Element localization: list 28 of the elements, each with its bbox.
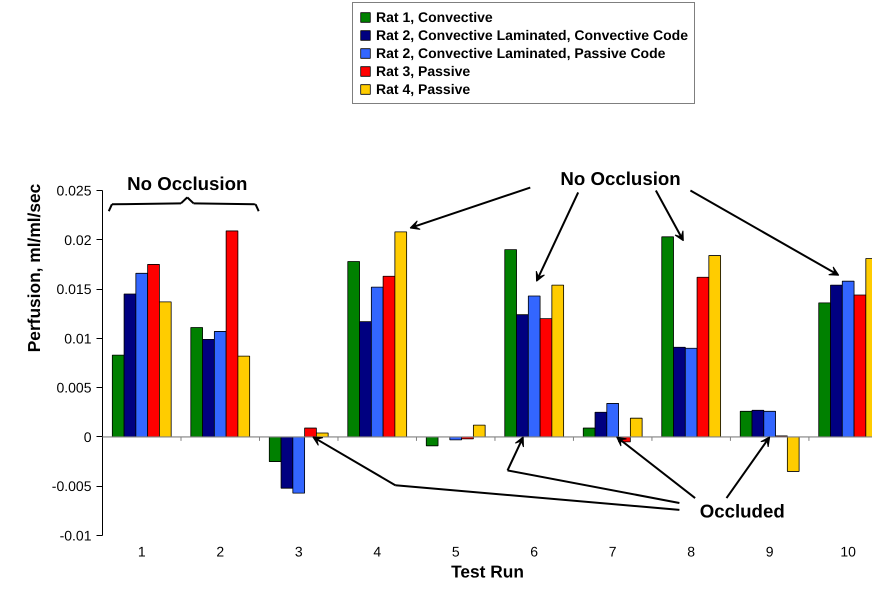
x-tick-label: 5 [452, 544, 460, 560]
y-tick-label: 0.01 [64, 330, 92, 346]
x-tick-label: 7 [608, 544, 617, 560]
legend-label: Rat 4, Passive [376, 81, 470, 97]
text: No Occlusion [560, 168, 681, 190]
x-tick-label: 3 [294, 544, 303, 560]
x-tick-label: 8 [687, 544, 696, 560]
y-axis-title: Perfusion, ml/ml/sec [24, 183, 44, 352]
legend-label: Rat 2, Convective Laminated, Passive Code [376, 45, 666, 61]
y-tick-label: -0.01 [60, 528, 92, 544]
y-tick-label: 0.015 [56, 281, 92, 298]
x-tick-label: 4 [373, 544, 382, 560]
y-tick-label: 0.02 [64, 232, 92, 248]
x-tick-label: 2 [216, 544, 224, 560]
annotation: Occluded [700, 500, 785, 522]
x-tick-label: 1 [138, 544, 146, 560]
y-tick-label: -0.005 [52, 478, 92, 494]
legend-label: Rat 1, Convective [376, 9, 493, 25]
x-axis-title: Test Run [451, 562, 524, 582]
y-tick-label: 0 [84, 428, 92, 445]
x-tick-label: 10 [840, 544, 856, 560]
y-tick-label: 0.005 [56, 380, 92, 396]
y-tick-label: 0.025 [56, 182, 92, 198]
legend-label: Rat 3, Passive [376, 63, 470, 79]
annotation: No Occlusion [127, 173, 248, 194]
x-tick-label: 6 [530, 544, 538, 560]
x-tick-label: 9 [766, 544, 774, 560]
legend-label: Rat 2, Convective Laminated, Convective Code [376, 27, 688, 43]
